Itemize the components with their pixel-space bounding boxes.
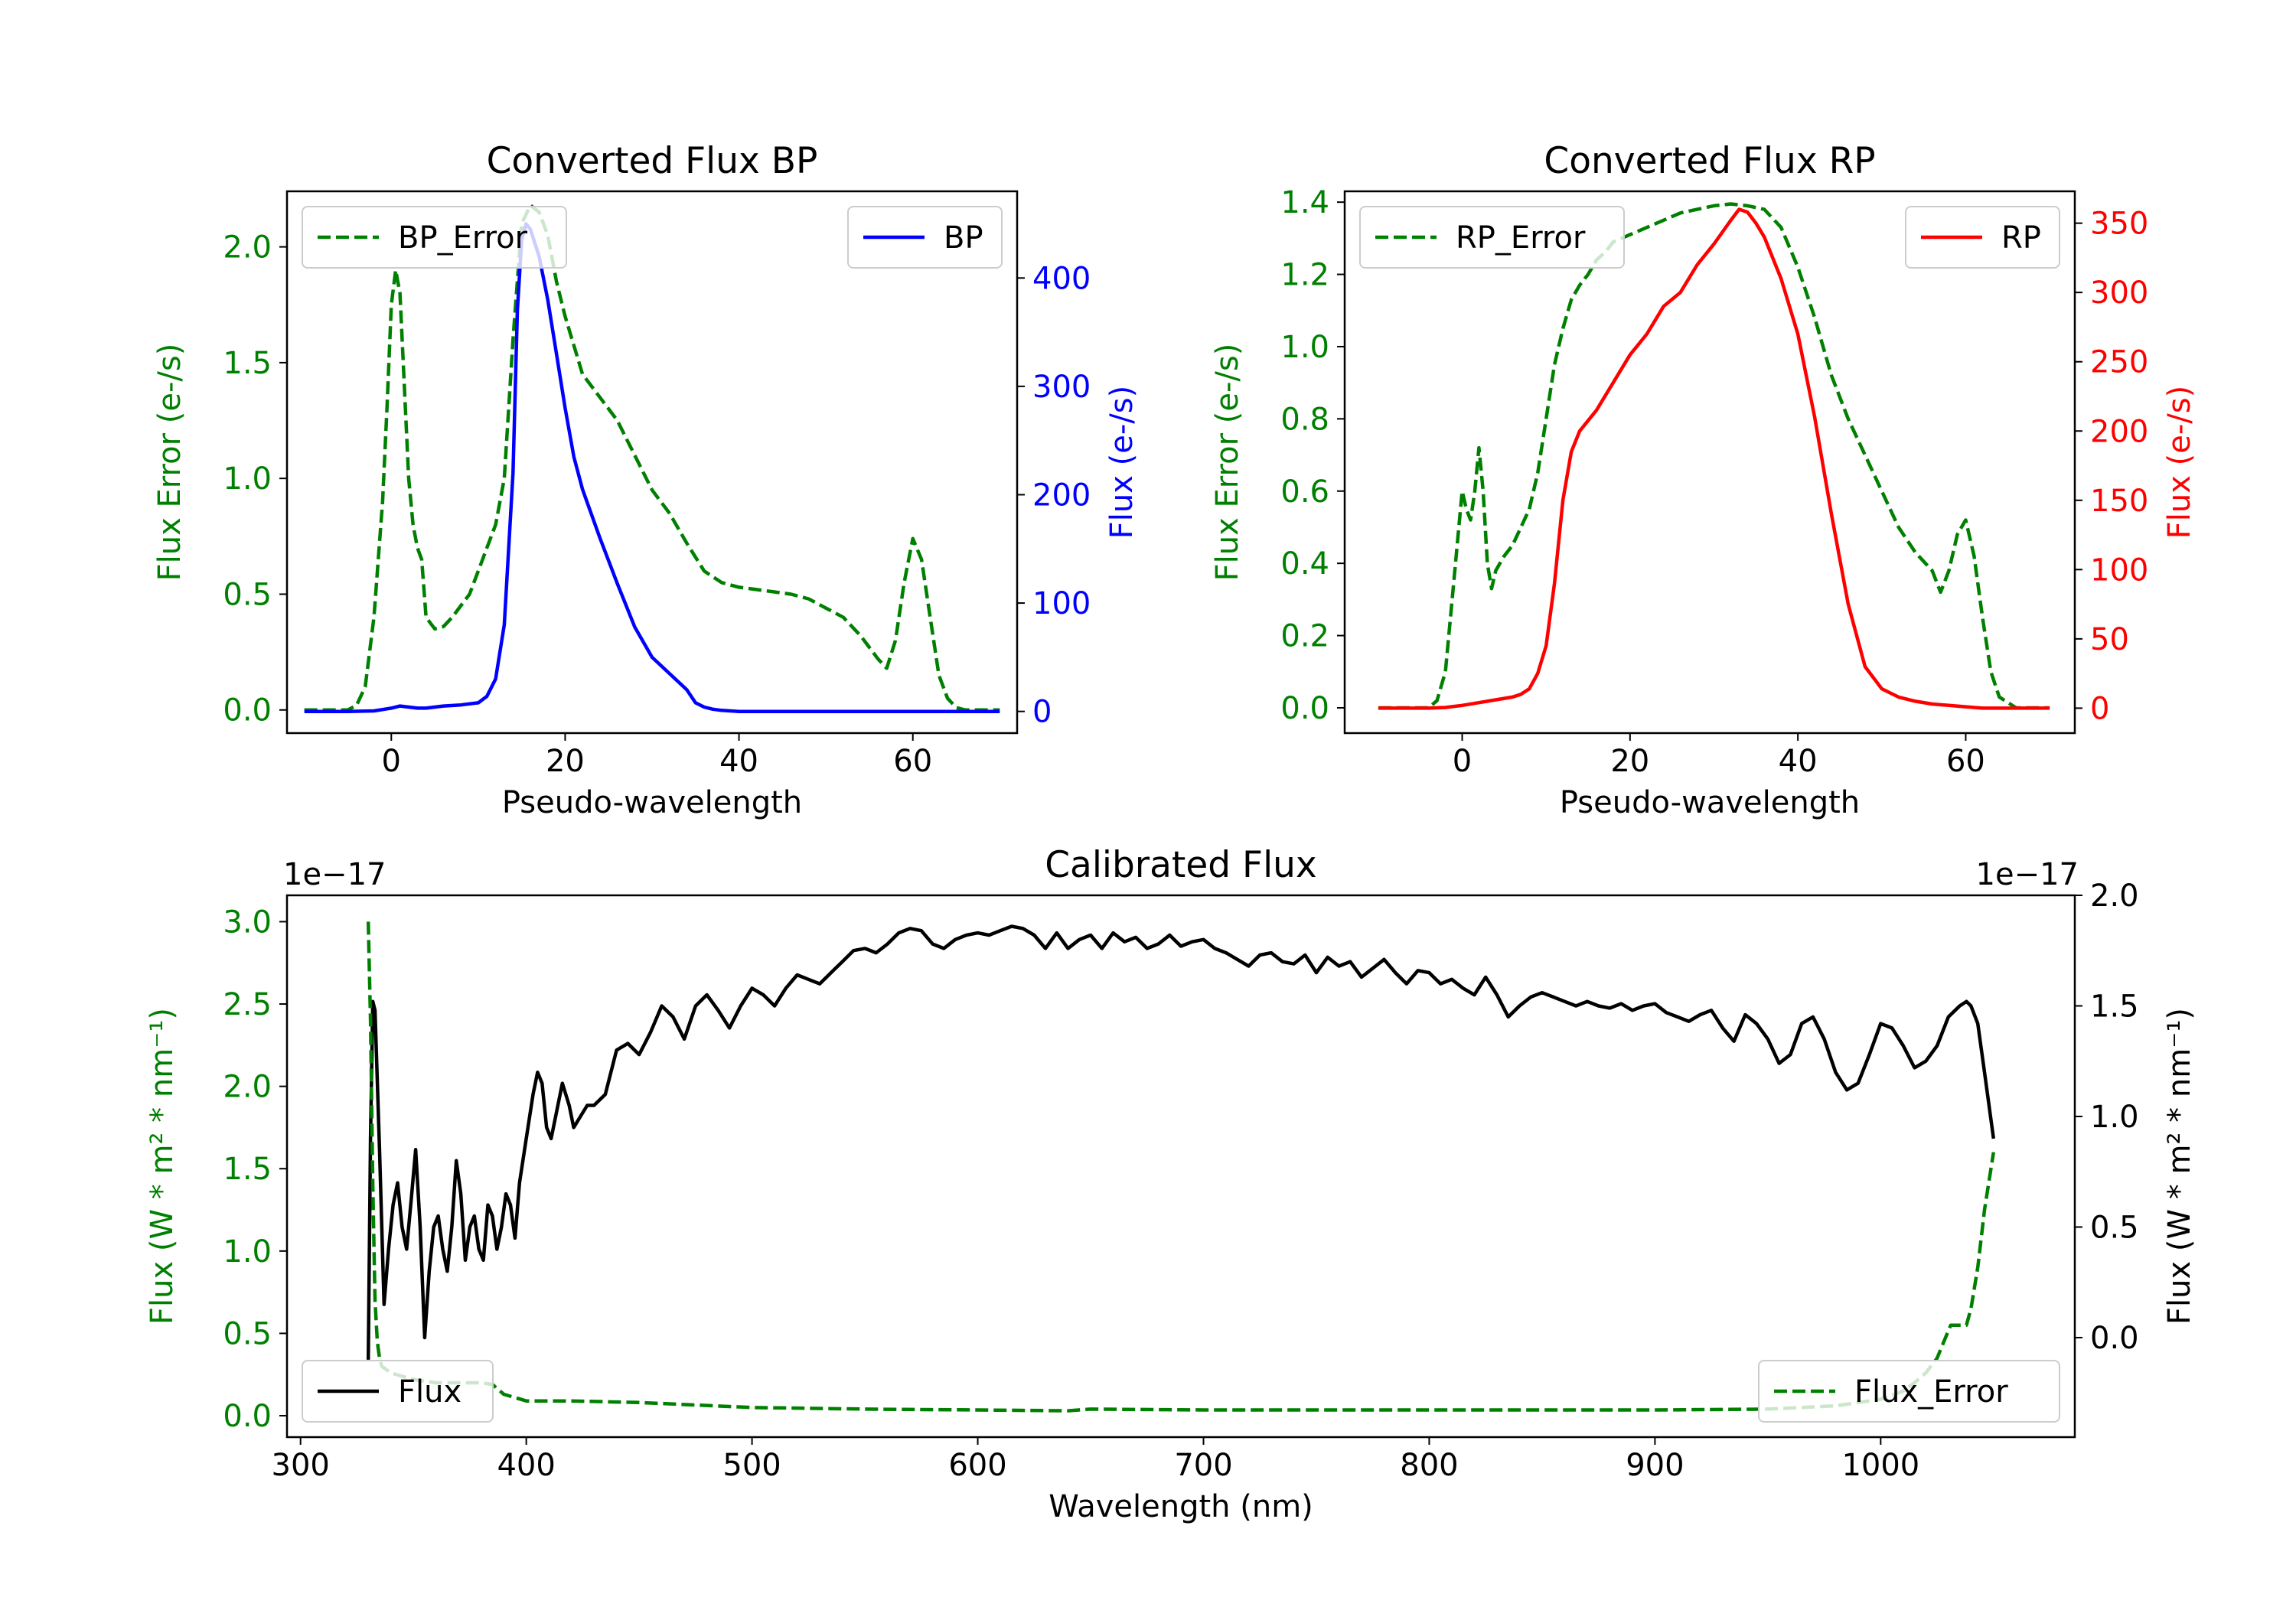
rp-ytick-right-label: 0	[2090, 691, 2109, 726]
rp-ytick-left-label: 0.4	[1280, 546, 1329, 582]
cal-xlabel: Wavelength (nm)	[1049, 1489, 1313, 1524]
rp-ytick-right-label: 200	[2090, 414, 2148, 449]
rp-ylabel-left: Flux Error (e-/s)	[1210, 344, 1245, 582]
legend-box	[1758, 1360, 2060, 1423]
cal-ytick-right-label: 2.0	[2090, 878, 2139, 914]
rp-plot-frame	[1343, 190, 2076, 735]
cal-xtick-label: 700	[1174, 1448, 1232, 1483]
legend-box	[1359, 206, 1625, 269]
bp-plot-frame	[285, 190, 1019, 735]
bp-ytick-right-label: 0	[1032, 695, 1052, 730]
cal-xtick-label: 300	[272, 1448, 330, 1483]
cal-ytick-left-label: 3.0	[223, 905, 272, 940]
cal-ytick-left-label: 1.0	[223, 1234, 272, 1270]
legend-box	[302, 206, 567, 269]
rp-ytick-right-label: 300	[2090, 275, 2148, 311]
cal-legend-flux-error: Flux_Error	[1758, 1360, 2060, 1423]
rp-legend-rp-error: RP_Error	[1359, 206, 1625, 269]
bp-ytick-left-label: 1.0	[223, 461, 272, 497]
rp-title: Converted Flux RP	[1544, 140, 1875, 182]
rp-ytick-left-label: 1.0	[1280, 330, 1329, 365]
bp-xlabel: Pseudo-wavelength	[502, 785, 802, 820]
cal-ylabel-right: Flux (W * m² * nm⁻¹)	[2162, 1008, 2197, 1325]
bp-legend-bp: BP	[847, 206, 1003, 269]
cal-xtick-label: 800	[1400, 1448, 1458, 1483]
legend-label: BP	[944, 220, 983, 256]
rp-ytick-right-label: 150	[2090, 484, 2148, 519]
bp-ytick-right-label: 200	[1032, 478, 1091, 513]
bp-ytick-left-label: 2.0	[223, 230, 272, 266]
cal-offset-right: 1e−17	[1976, 857, 2079, 892]
bp-ytick-left-label: 0.0	[223, 693, 272, 729]
cal-xtick-label: 600	[948, 1448, 1006, 1483]
legend-box	[302, 1360, 494, 1423]
cal-ytick-right-label: 0.5	[2090, 1210, 2139, 1245]
cal-ytick-left-label: 0.5	[223, 1316, 272, 1351]
bp-ytick-right-label: 100	[1032, 586, 1091, 621]
rp-xtick-label: 20	[1610, 744, 1649, 779]
rp-xlabel: Pseudo-wavelength	[1560, 785, 1860, 820]
cal-chart: 300 400 500 600 700 800 900 1000 0.0 0.5 1.0 1.5 2.0…	[145, 844, 2197, 1524]
bp-ytick-left-label: 0.5	[223, 577, 272, 612]
cal-ytick-left-label: 2.5	[223, 987, 272, 1022]
cal-xtick-label: 500	[722, 1448, 781, 1483]
bp-legend-bp-error: BP_Error	[302, 206, 567, 269]
cal-plot-frame	[285, 894, 2076, 1439]
rp-chart: 0 20 40 60 0.0 0.2 0.4 0.6 0.8 1.0 1.2 1.4 0 50 100 150…	[1210, 140, 2197, 820]
cal-ytick-right-label: 0.0	[2090, 1321, 2139, 1356]
cal-ytick-left-label: 1.5	[223, 1152, 272, 1187]
cal-ytick-right-label: 1.5	[2090, 989, 2139, 1024]
cal-series-flux-error	[366, 921, 1996, 1413]
bp-ytick-right-label: 400	[1032, 261, 1091, 296]
bp-xtick-label: 40	[719, 744, 758, 779]
rp-ytick-right-label: 250	[2090, 345, 2148, 380]
cal-legend-flux: Flux	[302, 1360, 494, 1423]
rp-ytick-left-label: 1.2	[1280, 258, 1329, 293]
rp-ylabel-right: Flux (e-/s)	[2162, 386, 2197, 539]
rp-xtick-label: 0	[1453, 744, 1472, 779]
rp-xtick-label: 60	[1946, 744, 1985, 779]
legend-label: Flux	[398, 1374, 461, 1410]
rp-ytick-left-label: 0.6	[1280, 474, 1329, 510]
cal-xtick-label: 400	[497, 1448, 555, 1483]
bp-xtick-label: 20	[546, 744, 585, 779]
bp-ytick-left-label: 1.5	[223, 346, 272, 381]
cal-ytick-left-label: 0.0	[223, 1399, 272, 1434]
bp-xtick-label: 60	[893, 744, 932, 779]
rp-ytick-left-label: 0.2	[1280, 619, 1329, 654]
bp-ytick-right-label: 300	[1032, 370, 1091, 405]
cal-offset-left: 1e−17	[283, 857, 386, 892]
cal-xtick-label: 1000	[1841, 1448, 1919, 1483]
cal-ytick-right-label: 1.0	[2090, 1100, 2139, 1135]
rp-ytick-right-label: 50	[2090, 622, 2129, 657]
cal-xtick-label: 900	[1626, 1448, 1684, 1483]
bp-ylabel-right: Flux (e-/s)	[1104, 386, 1140, 539]
bp-ylabel-left: Flux Error (e-/s)	[152, 344, 188, 582]
legend-label: RP	[2001, 220, 2041, 256]
rp-series-rp-error	[1378, 202, 2050, 710]
rp-ytick-left-label: 0.8	[1280, 402, 1329, 437]
cal-ytick-left-label: 2.0	[223, 1070, 272, 1105]
rp-ytick-left-label: 0.0	[1280, 691, 1329, 726]
cal-title: Calibrated Flux	[1045, 844, 1317, 886]
bp-series-bp-error	[304, 203, 1000, 712]
rp-ytick-right-label: 100	[2090, 553, 2148, 588]
legend-box	[847, 206, 1003, 269]
legend-box	[1905, 206, 2060, 269]
cal-series-flux	[366, 924, 1996, 1360]
legend-label: RP_Error	[1456, 220, 1586, 256]
bp-title: Converted Flux BP	[487, 140, 818, 182]
rp-legend-rp: RP	[1905, 206, 2060, 269]
bp-chart: 0 20 40 60 0.0 0.5 1.0 1.5 2.0 0 100 200 300 400 Conve…	[152, 140, 1140, 820]
rp-series-rp	[1378, 207, 2050, 710]
rp-ytick-left-label: 1.4	[1280, 185, 1329, 220]
legend-label: BP_Error	[398, 220, 528, 256]
cal-ylabel-left: Flux (W * m² * nm⁻¹)	[145, 1008, 180, 1325]
legend-label: Flux_Error	[1854, 1374, 2008, 1410]
rp-ytick-right-label: 350	[2090, 207, 2148, 242]
bp-series-bp	[304, 222, 1000, 713]
bp-xtick-label: 0	[382, 744, 401, 779]
rp-xtick-label: 40	[1779, 744, 1818, 779]
